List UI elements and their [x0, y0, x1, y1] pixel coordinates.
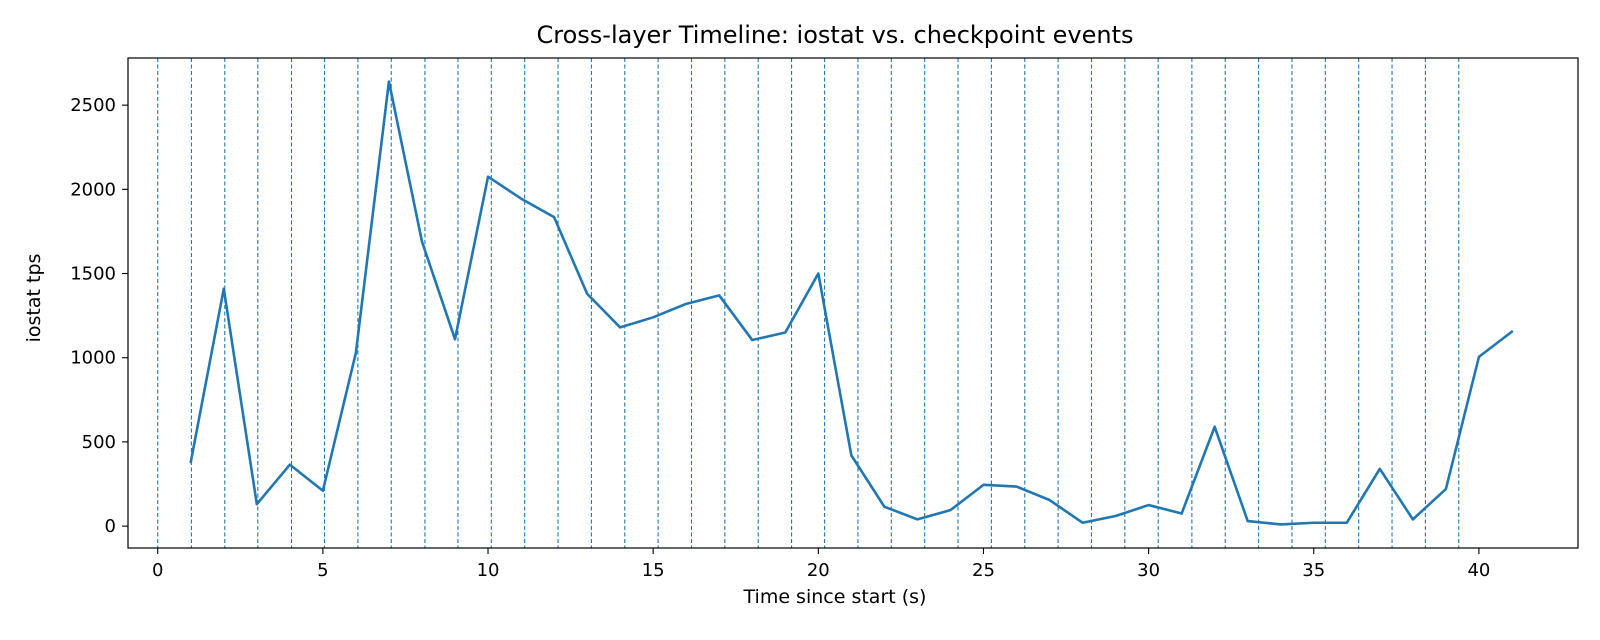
x-tick-label: 25 — [972, 560, 995, 581]
iostat-line — [189, 80, 1514, 526]
x-tick-label: 15 — [642, 560, 665, 581]
y-tick-label: 2500 — [70, 95, 116, 116]
x-tick-label: 10 — [477, 560, 500, 581]
x-axis-label: Time since start (s) — [743, 586, 927, 608]
x-tick-label: 40 — [1467, 560, 1490, 581]
iostat-series — [189, 80, 1514, 526]
y-tick-label: 500 — [82, 432, 116, 453]
x-tick-label: 30 — [1137, 560, 1160, 581]
x-tick-label: 0 — [152, 560, 163, 581]
y-tick-label: 2000 — [70, 179, 116, 200]
y-axis-label: iostat tps — [23, 254, 45, 343]
x-axis-ticks: 0 5 10 15 20 25 30 35 40 — [152, 548, 1490, 581]
chart-title: Cross-layer Timeline: iostat vs. checkpo… — [537, 21, 1134, 49]
checkpoint-event-lines — [157, 58, 1460, 548]
x-tick-label: 35 — [1302, 560, 1325, 581]
x-tick-label: 5 — [317, 560, 328, 581]
x-tick-label: 20 — [807, 560, 830, 581]
plot-frame — [127, 57, 1579, 549]
y-tick-label: 0 — [105, 516, 116, 537]
y-tick-label: 1000 — [70, 348, 116, 369]
y-axis-ticks: 0 500 1000 1500 2000 2500 — [70, 95, 128, 537]
y-tick-label: 1500 — [70, 264, 116, 285]
